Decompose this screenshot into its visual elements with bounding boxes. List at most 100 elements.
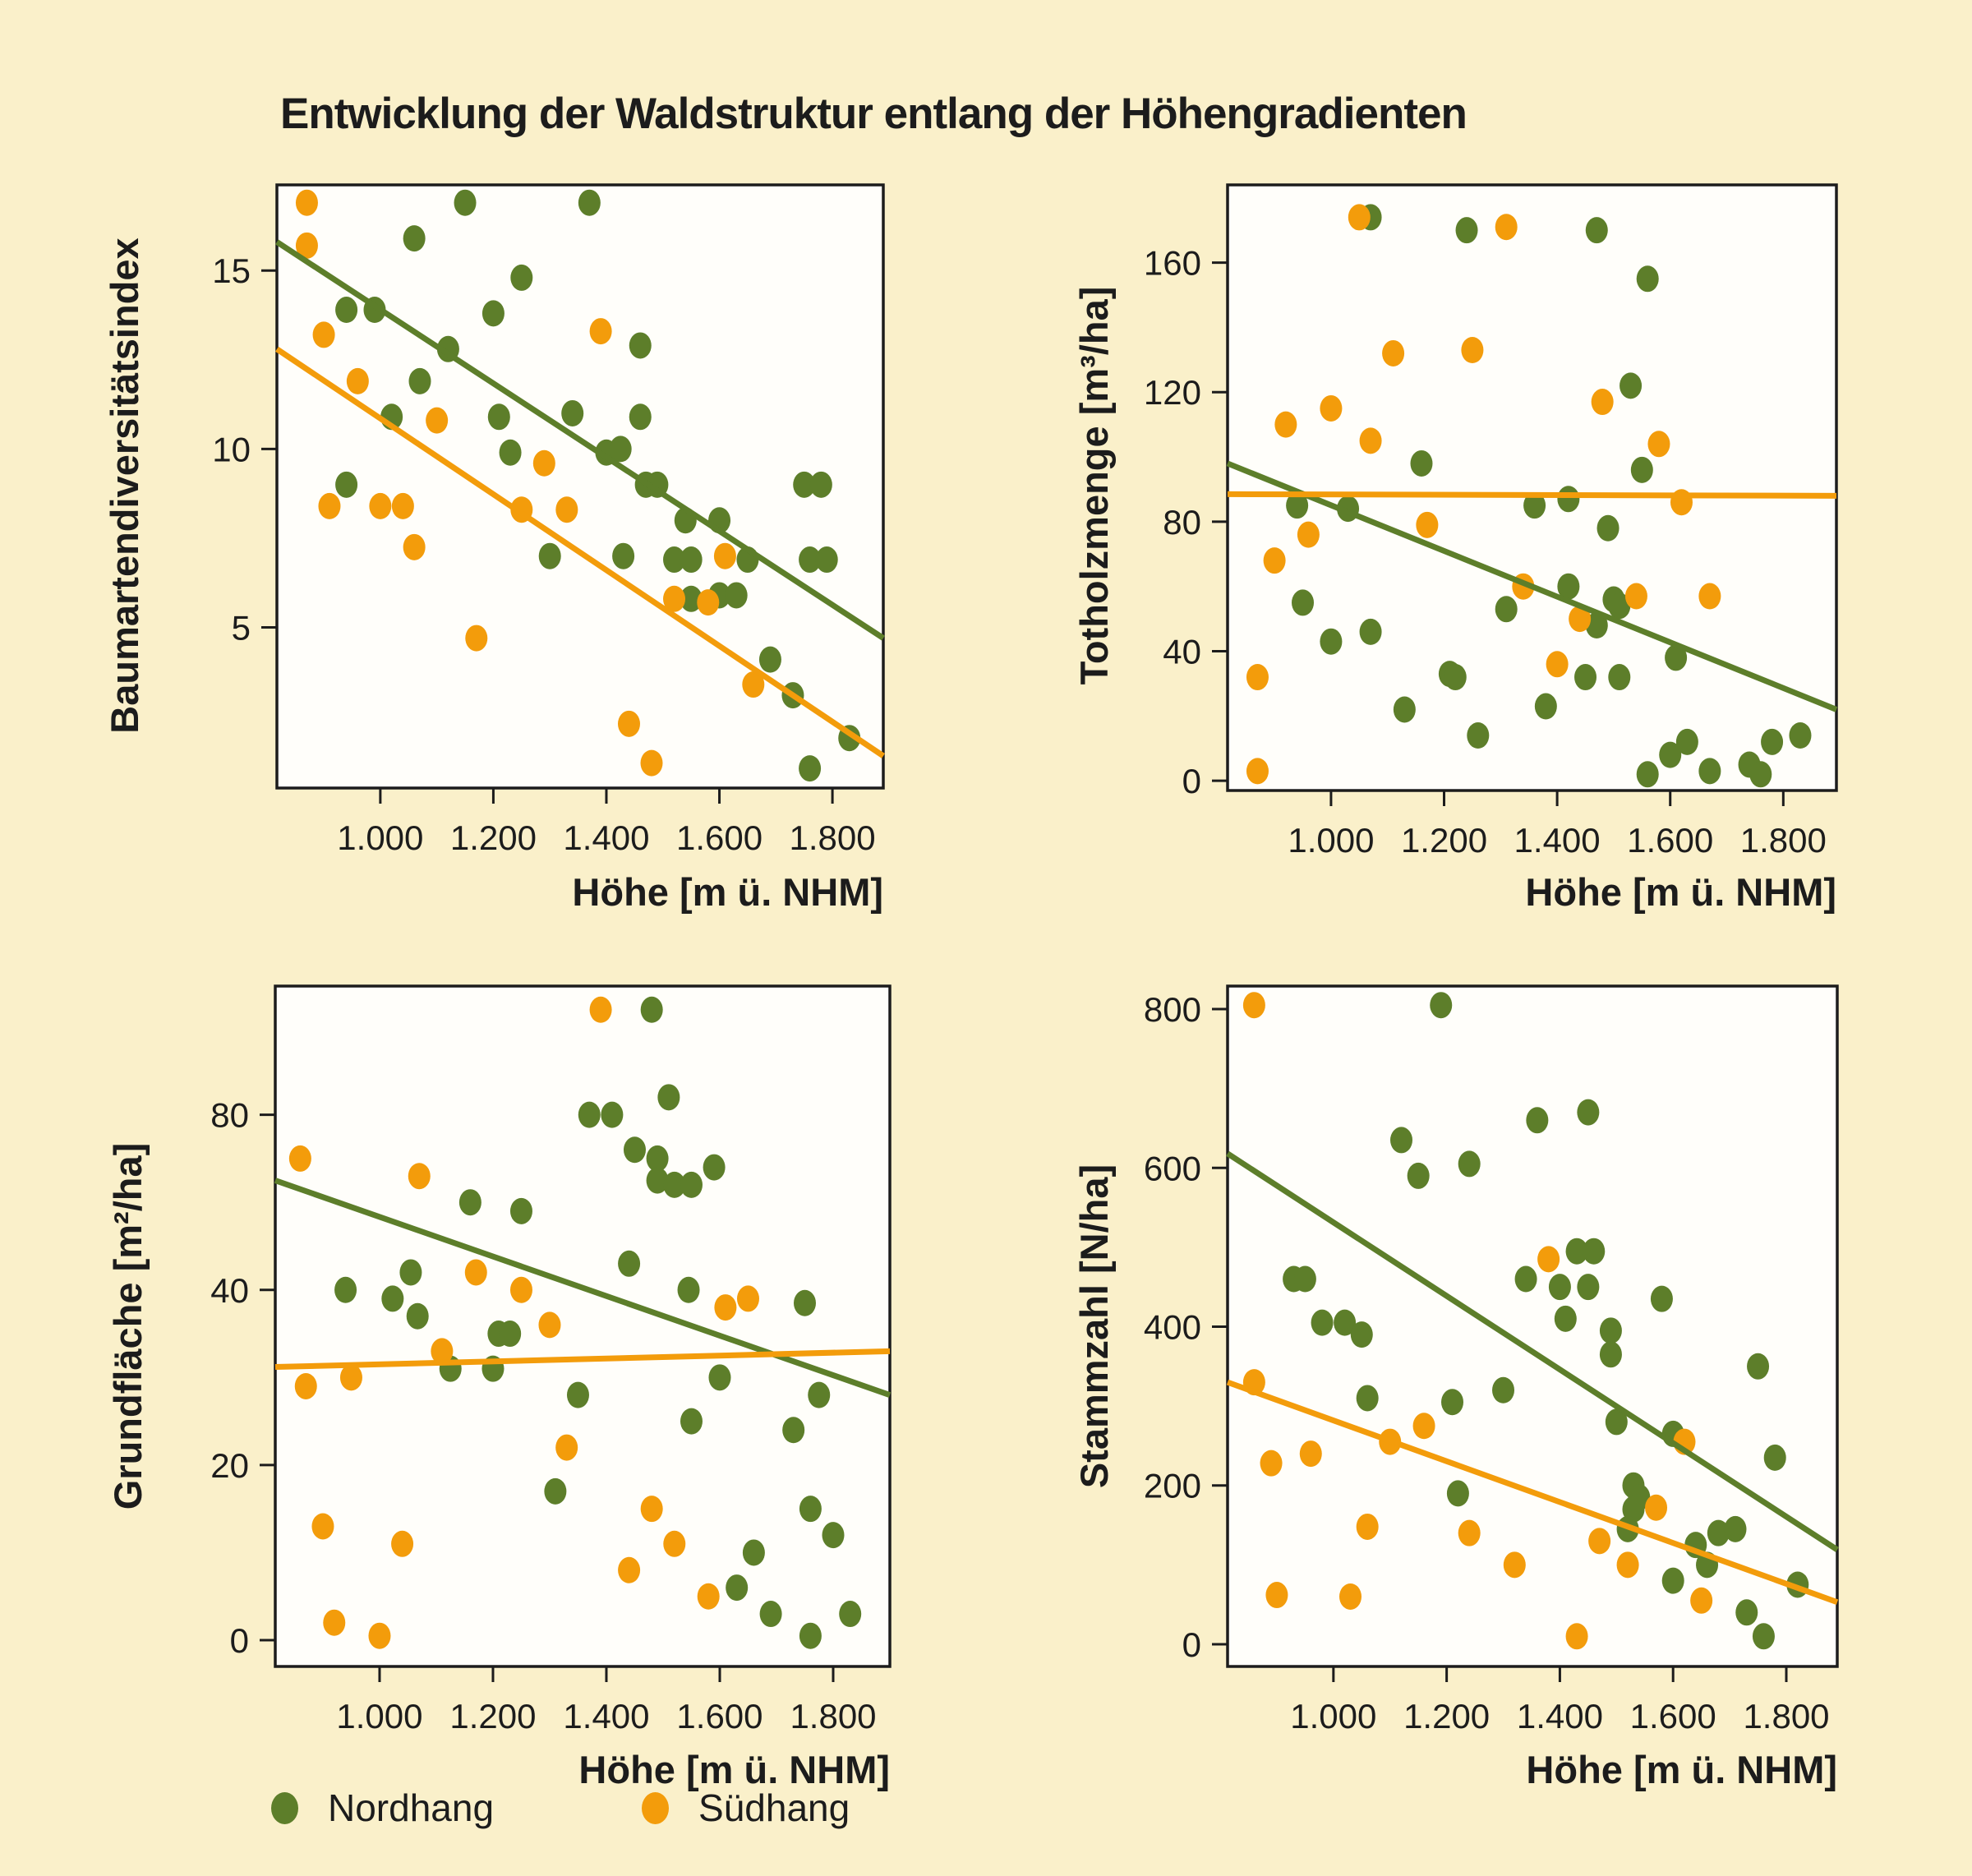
data-point-suedhang — [509, 1276, 532, 1303]
data-point-suedhang — [1461, 337, 1484, 363]
y-tick-label: 10 — [212, 430, 251, 468]
x-tick-label: 1.600 — [1627, 821, 1713, 860]
data-point-nordhang — [1356, 1385, 1379, 1412]
y-tick-label: 40 — [1163, 633, 1201, 671]
data-point-suedhang — [465, 625, 488, 652]
data-point-suedhang — [1246, 664, 1269, 691]
legend: Nordhang Südhang — [271, 1782, 850, 1834]
data-point-nordhang — [703, 1154, 726, 1181]
data-point-suedhang — [555, 496, 578, 523]
data-point-nordhang — [1557, 486, 1580, 513]
data-point-suedhang — [555, 1434, 578, 1461]
data-point-nordhang — [1747, 1353, 1770, 1380]
data-point-suedhang — [532, 449, 555, 477]
data-point-suedhang — [1588, 1528, 1611, 1555]
trend-line-nordhang — [275, 239, 885, 641]
y-tick-label: 40 — [210, 1271, 249, 1310]
data-point-nordhang — [408, 367, 431, 394]
data-point-nordhang — [1514, 1265, 1537, 1293]
data-point-nordhang — [499, 1321, 522, 1348]
data-point-nordhang — [629, 332, 652, 359]
x-tick-label: 1.200 — [450, 818, 537, 857]
data-point-nordhang — [538, 542, 561, 569]
data-point-nordhang — [1622, 1496, 1645, 1523]
data-point-nordhang — [612, 542, 635, 569]
data-point-nordhang — [1492, 1376, 1515, 1404]
data-point-nordhang — [1707, 1519, 1730, 1546]
data-point-nordhang — [663, 546, 686, 574]
data-point-nordhang — [629, 403, 652, 431]
data-point-nordhang — [618, 1250, 641, 1277]
data-point-suedhang — [742, 671, 765, 698]
data-point-nordhang — [578, 1101, 601, 1128]
trend-line-suedhang — [275, 346, 885, 758]
data-point-nordhang — [1390, 1127, 1413, 1154]
data-point-nordhang — [726, 1574, 749, 1602]
data-point-nordhang — [799, 1496, 822, 1523]
data-point-nordhang — [1749, 761, 1772, 788]
y-tick-label: 400 — [1144, 1307, 1201, 1346]
data-point-nordhang — [1596, 514, 1620, 542]
data-point-nordhang — [1763, 1444, 1786, 1471]
data-point-suedhang — [697, 1583, 720, 1610]
y-tick-label: 800 — [1144, 990, 1201, 1029]
data-point-nordhang — [399, 1259, 422, 1286]
trend-line-nordhang — [1226, 460, 1838, 712]
data-point-suedhang — [391, 1530, 414, 1557]
data-point-nordhang — [1495, 596, 1518, 623]
x-tick-label: 1.200 — [449, 1697, 536, 1735]
data-point-nordhang — [1441, 1389, 1464, 1416]
trend-line-nordhang — [1226, 1150, 1839, 1552]
y-tick-label: 160 — [1144, 244, 1201, 283]
data-point-nordhang — [1761, 728, 1784, 755]
data-point-nordhang — [578, 189, 601, 216]
data-point-suedhang — [1698, 583, 1721, 610]
x-tick-label: 1.200 — [1401, 821, 1487, 860]
data-point-suedhang — [323, 1609, 346, 1636]
data-point-nordhang — [1554, 1305, 1577, 1332]
data-point-nordhang — [1320, 628, 1343, 655]
data-point-nordhang — [793, 1289, 816, 1316]
data-point-nordhang — [334, 1276, 357, 1303]
x-tick-label: 1.400 — [563, 1697, 649, 1735]
y-tick-label: 20 — [210, 1446, 249, 1485]
x-tick-label: 1.000 — [1288, 821, 1374, 860]
data-point-nordhang — [799, 546, 822, 574]
trend-line-suedhang — [274, 1348, 891, 1371]
chart-canvas-grundflaeche: 1.000 1.200 1.400 1.600 1.800 0 20 40 80 — [210, 984, 892, 1735]
data-point-suedhang — [1260, 1450, 1283, 1477]
data-point-nordhang — [1665, 644, 1688, 671]
data-point-suedhang — [1382, 339, 1405, 366]
x-tick-label: 1.200 — [1403, 1697, 1490, 1735]
data-point-nordhang — [759, 1601, 782, 1628]
data-point-nordhang — [1565, 1238, 1588, 1265]
data-point-nordhang — [566, 1381, 589, 1408]
legend-item-suedhang: Südhang — [642, 1786, 850, 1830]
trend-line-suedhang — [1227, 491, 1837, 499]
y-axis-label-baumartendiversitaetsindex: Baumartendiversitätsindex — [103, 237, 146, 734]
data-point-suedhang — [1265, 1582, 1288, 1609]
data-point-nordhang — [1608, 664, 1631, 691]
data-point-nordhang — [1620, 372, 1643, 399]
data-point-nordhang — [1467, 722, 1490, 749]
data-point-suedhang — [1616, 1551, 1639, 1579]
data-point-nordhang — [725, 582, 748, 609]
data-point-nordhang — [561, 399, 584, 426]
data-point-nordhang — [646, 1145, 669, 1172]
trend-line-nordhang — [274, 1178, 892, 1398]
plot-frame — [1226, 183, 1838, 792]
y-tick-label: 5 — [232, 609, 251, 648]
data-point-nordhang — [646, 1167, 669, 1194]
data-point-suedhang — [1569, 606, 1592, 633]
scatter-plot-totholzmenge: 1.000 1.200 1.400 1.600 1.800 0 40 80 120 160 — [1144, 183, 1838, 860]
data-point-suedhang — [1299, 1440, 1322, 1468]
x-axis-label-stammzahl: Höhe [m ü. NHM] — [1526, 1748, 1837, 1791]
scatter-plot-baumartendiversitaetsindex: 1.000 1.200 1.400 1.600 1.800 5 10 15 — [212, 183, 885, 857]
y-tick-label: 15 — [212, 251, 251, 290]
x-tick-label: 1.400 — [1517, 1697, 1603, 1735]
data-point-nordhang — [1359, 618, 1382, 645]
data-point-nordhang — [663, 1171, 686, 1198]
y-tick-label: 200 — [1144, 1467, 1201, 1505]
data-point-suedhang — [1537, 1246, 1560, 1273]
data-point-suedhang — [1263, 547, 1286, 574]
